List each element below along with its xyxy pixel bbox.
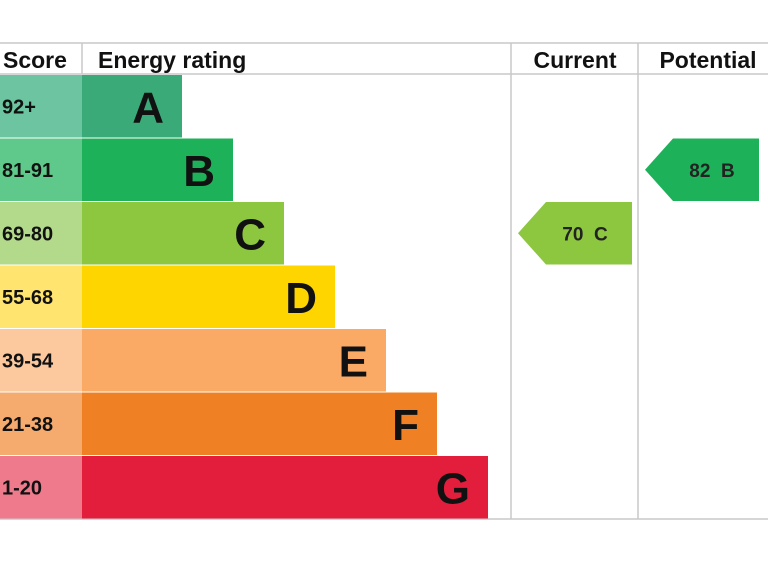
score-cell-b xyxy=(0,138,82,201)
band-bar-e xyxy=(82,329,386,392)
current-rating-arrow: 70 C xyxy=(518,202,632,265)
score-label-e: 39-54 xyxy=(2,350,54,372)
score-cell-c xyxy=(0,202,82,265)
current-arrow-shape xyxy=(518,202,632,265)
score-label-a: 92+ xyxy=(2,96,36,118)
band-bar-a xyxy=(82,75,182,138)
band-letter-f: F xyxy=(392,401,419,450)
potential-rating-label: 82 B xyxy=(689,161,734,182)
band-bar-d xyxy=(82,265,335,328)
score-cell-f xyxy=(0,392,82,455)
potential-rating-arrow: 82 B xyxy=(645,138,759,201)
band-letter-g: G xyxy=(436,464,470,513)
band-bar-g xyxy=(82,456,488,519)
score-label-c: 69-80 xyxy=(2,223,53,245)
score-label-g: 1-20 xyxy=(2,477,42,499)
band-bar-c xyxy=(82,202,284,265)
header-energy-rating: Energy rating xyxy=(98,47,246,73)
band-letter-b: B xyxy=(183,147,215,196)
potential-arrow-shape xyxy=(645,138,759,201)
header-current: Current xyxy=(533,47,616,73)
score-cell-d xyxy=(0,265,82,328)
band-letter-e: E xyxy=(339,337,368,386)
header-potential: Potential xyxy=(659,47,756,73)
score-label-f: 21-38 xyxy=(2,414,53,436)
score-cell-e xyxy=(0,329,82,392)
rating-bands: 92+ A 81-91 B 69-80 C 55-68 D 39-54 E 21-38 F 1-20 G xyxy=(0,75,488,519)
current-rating-label: 70 C xyxy=(562,224,608,245)
score-cell-a xyxy=(0,75,82,138)
score-cell-g xyxy=(0,456,82,519)
band-bar-b xyxy=(82,138,233,201)
header-score: Score xyxy=(3,47,67,73)
score-label-b: 81-91 xyxy=(2,160,53,182)
band-bar-f xyxy=(82,392,437,455)
band-letter-c: C xyxy=(234,210,266,259)
band-letter-a: A xyxy=(132,83,164,132)
score-label-d: 55-68 xyxy=(2,287,53,309)
band-letter-d: D xyxy=(285,274,317,323)
